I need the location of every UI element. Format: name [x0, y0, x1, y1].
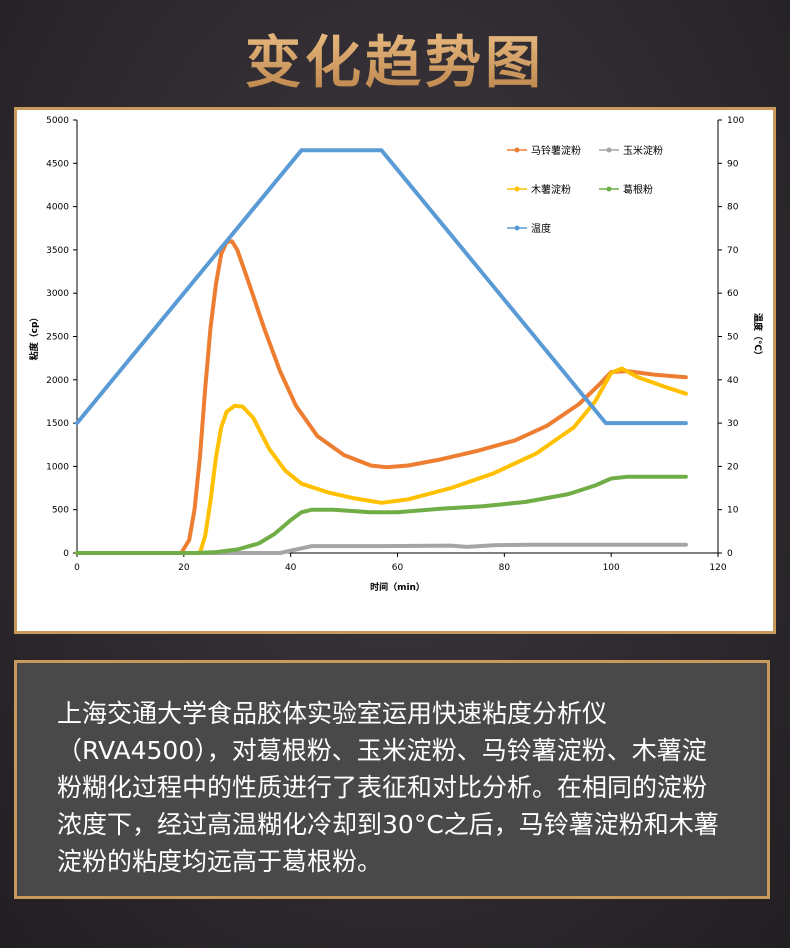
y-tick-label: 2000: [46, 376, 69, 386]
y2-tick-label: 100: [727, 116, 744, 126]
y2-tick-label: 0: [727, 549, 733, 559]
x-tick-label: 20: [178, 563, 190, 573]
x-tick-label: 40: [285, 563, 297, 573]
description-panel: 上海交通大学食品胶体实验室运用快速粘度分析仪（RVA4500），对葛根粉、玉米淀…: [14, 660, 770, 899]
y-tick-label: 0: [63, 549, 69, 559]
legend-label: 温度: [531, 222, 551, 235]
x-tick-label: 100: [603, 563, 620, 573]
legend-label: 玉米淀粉: [623, 144, 663, 157]
legend-label: 木薯淀粉: [531, 183, 571, 196]
y-tick-label: 500: [52, 506, 69, 516]
page-title: 变化趋势图: [0, 18, 790, 99]
series-line-2: [75, 366, 688, 555]
y2-tick-label: 30: [727, 419, 739, 429]
y2-tick-label: 90: [727, 159, 739, 169]
x-axis-label: 时间（min）: [370, 581, 425, 593]
y-tick-label: 3000: [46, 289, 69, 299]
y2-tick-label: 60: [727, 289, 739, 299]
y2-tick-label: 40: [727, 376, 739, 386]
y2-tick-label: 10: [727, 506, 739, 516]
y-tick-label: 2500: [46, 333, 69, 343]
x-tick-label: 80: [499, 563, 511, 573]
series-line-0: [75, 239, 688, 555]
y2-tick-label: 20: [727, 462, 739, 472]
series-line-1: [75, 542, 688, 555]
x-tick-label: 120: [709, 563, 726, 573]
y2-tick-label: 50: [727, 333, 739, 343]
legend-marker: [606, 186, 612, 192]
y-tick-label: 1500: [46, 419, 69, 429]
y-tick-label: 5000: [46, 116, 69, 126]
y-tick-label: 1000: [46, 462, 69, 472]
viscosity-temperature-chart: 0 20 40 60 80 100 1200500100015002000250030003…: [28, 116, 764, 593]
x-tick-label: 60: [392, 563, 404, 573]
legend-marker: [514, 147, 520, 153]
y-axis-label: 粘度（cp）: [28, 313, 40, 362]
y2-tick-label: 80: [727, 203, 739, 213]
y2-axis-label: 温度（℃）: [752, 313, 764, 360]
series-line-4: [75, 148, 688, 426]
x-tick-label: 0: [74, 563, 80, 573]
legend-label: 马铃薯淀粉: [531, 144, 581, 157]
y-tick-label: 4500: [46, 159, 69, 169]
legend-marker: [514, 186, 520, 192]
chart-panel: 0 20 40 60 80 100 120 0 500 1000 1500 2000 2500 3000 3…: [14, 107, 776, 634]
y2-tick-label: 70: [727, 246, 739, 256]
legend-marker: [514, 225, 520, 231]
description-text: 上海交通大学食品胶体实验室运用快速粘度分析仪（RVA4500），对葛根粉、玉米淀…: [57, 699, 719, 876]
legend-marker: [606, 147, 612, 153]
y-tick-label: 4000: [46, 203, 69, 213]
series-line-3: [75, 474, 688, 555]
y-tick-label: 3500: [46, 246, 69, 256]
legend-label: 葛根粉: [623, 183, 653, 196]
